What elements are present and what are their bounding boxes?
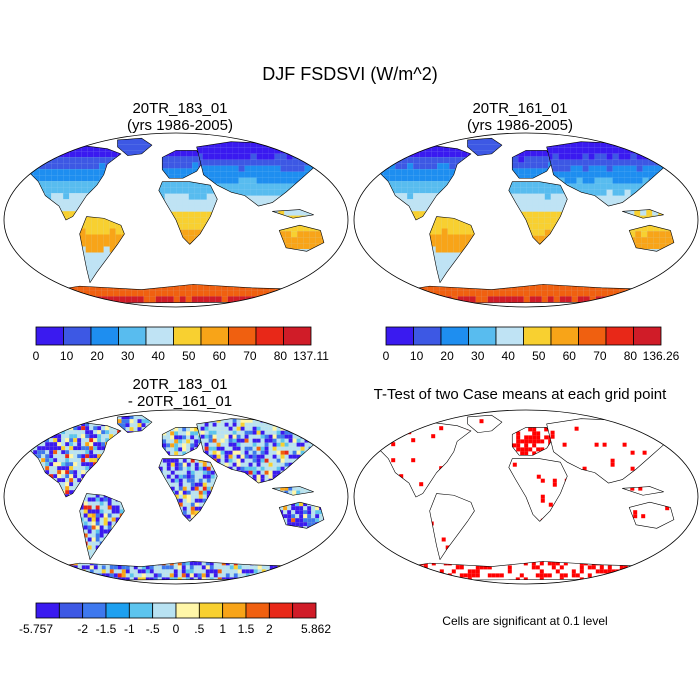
- colorbar-case2-tick-label: 136.26: [643, 349, 680, 363]
- significance-note: Cells are significant at 0.1 level: [442, 614, 608, 628]
- colorbar-case1-swatch: [35, 326, 64, 346]
- colorbar-diff-swatch: [58, 602, 84, 619]
- colorbar-case2-tick-label: 10: [410, 349, 424, 363]
- land-africa: [508, 458, 568, 522]
- colorbar-case2-swatch: [605, 326, 634, 346]
- colorbar-case2: 0 10 20 30 40 50 60 70 80 136.26: [383, 326, 680, 363]
- colorbar-case1-swatch: [228, 326, 257, 346]
- figure-title: DJF FSDSVI (W/m^2): [262, 64, 438, 84]
- colorbar-case1-tick-label: 70: [243, 349, 257, 363]
- colorbar-case2-swatch: [413, 326, 442, 346]
- colorbar-case1-swatch: [200, 326, 229, 346]
- land-greenland: [467, 415, 502, 433]
- map-ttest-border: [353, 409, 699, 585]
- colorbar-case2-tick-label: 80: [624, 349, 638, 363]
- colorbar-diff-tick-label: 1.5: [238, 622, 255, 636]
- land-asia: [546, 418, 678, 484]
- colorbar-case2-tick-label: 60: [563, 349, 577, 363]
- colorbar-case2-swatch: [468, 326, 497, 346]
- colorbar-case1: 0 10 20 30 40 50 60 70 80 137.11: [33, 326, 329, 363]
- colorbar-diff-tick-label: 1: [219, 622, 226, 636]
- panel1-title-line1: 20TR_183_01: [132, 100, 228, 117]
- colorbar-case2-swatch: [385, 326, 414, 346]
- colorbar-diff-tick-label: -.5: [146, 622, 160, 636]
- colorbar-case2-tick-label: 40: [502, 349, 516, 363]
- colorbar-case1-swatch: [173, 326, 202, 346]
- colorbar-case2-swatch: [550, 326, 579, 346]
- panel2-title-line1: 20TR_161_01: [472, 100, 568, 117]
- colorbar-case1-tick-label: 137.11: [293, 349, 329, 363]
- panel3-title-line1: 20TR_183_01: [132, 376, 228, 393]
- colorbar-case2-swatch: [495, 326, 524, 346]
- panel4-title: T-Test of two Case means at each grid po…: [373, 386, 667, 403]
- colorbar-diff-swatch: [105, 602, 130, 619]
- colorbar-case1-tick-label: 0: [33, 349, 40, 363]
- panel1-title-line2: (yrs 1986-2005): [127, 117, 233, 134]
- land-samerica: [429, 493, 475, 560]
- map-case1: [3, 132, 349, 308]
- colorbar-diff-swatch: [175, 602, 200, 619]
- colorbar-case1-tick-label: 30: [121, 349, 135, 363]
- colorbar-diff-tick-label: -1.5: [96, 622, 117, 636]
- colorbar-case2-tick-label: 70: [593, 349, 607, 363]
- colorbar-diff-swatch: [152, 602, 177, 619]
- colorbar-case1-swatch: [255, 326, 284, 346]
- colorbar-diff-swatch: [222, 602, 247, 619]
- colorbar-case1-tick-label: 60: [213, 349, 227, 363]
- colorbar-case2-swatch: [578, 326, 607, 346]
- colorbar-diff-tick-label: -2: [77, 622, 88, 636]
- colorbar-diff-swatch: [82, 602, 107, 619]
- map-diff-border: [3, 409, 349, 585]
- colorbar-diff-swatch: [268, 602, 294, 619]
- colorbar-diff-tick-label: .5: [194, 622, 204, 636]
- colorbar-case1-tick-label: 10: [60, 349, 74, 363]
- colorbar-diff: -5.757 -2 -1.5 -1 -.5 0 .5 1 1.5 2 5.862: [19, 602, 331, 636]
- map-ttest: [353, 409, 699, 585]
- land-namerica: [371, 422, 471, 497]
- colorbar-diff-tick-label: -1: [124, 622, 135, 636]
- colorbar-case1-swatch: [63, 326, 92, 346]
- colorbar-case2-tick-label: 0: [383, 349, 390, 363]
- colorbar-diff-swatch: [198, 602, 224, 619]
- colorbar-diff-tick-label: -5.757: [19, 622, 53, 636]
- colorbar-case1-swatch: [283, 326, 312, 346]
- colorbar-case2-swatch: [523, 326, 552, 346]
- colorbar-case2-tick-label: 20: [440, 349, 454, 363]
- colorbar-case1-tick-label: 80: [274, 349, 288, 363]
- colorbar-diff-tick-label: 0: [173, 622, 180, 636]
- panel2-title-line2: (yrs 1986-2005): [467, 117, 573, 134]
- map-case2: [353, 132, 699, 308]
- colorbar-case1-swatch: [90, 326, 119, 346]
- colorbar-diff-tick-label: 5.862: [301, 622, 331, 636]
- colorbar-diff-swatch: [245, 602, 270, 619]
- map-diff: [3, 409, 349, 585]
- colorbar-diff-swatch: [292, 602, 317, 619]
- colorbar-case2-swatch: [440, 326, 469, 346]
- map-case2-border: [353, 132, 699, 308]
- colorbar-case2-swatch: [633, 326, 662, 346]
- colorbar-diff-swatch: [35, 602, 60, 619]
- colorbar-case2-tick-label: 30: [471, 349, 485, 363]
- colorbar-case1-swatch: [145, 326, 174, 346]
- colorbar-case1-tick-label: 40: [152, 349, 166, 363]
- panel3-title-line2: - 20TR_161_01: [127, 393, 233, 410]
- colorbar-diff-tick-label: 2: [266, 622, 273, 636]
- colorbar-diff-swatch: [128, 602, 154, 619]
- colorbar-case2-tick-label: 50: [532, 349, 546, 363]
- colorbar-case1-swatch: [118, 326, 147, 346]
- colorbar-case1-tick-label: 20: [90, 349, 104, 363]
- land-australia: [629, 502, 674, 529]
- colorbar-case1-tick-label: 50: [182, 349, 196, 363]
- map-case1-border: [3, 132, 349, 308]
